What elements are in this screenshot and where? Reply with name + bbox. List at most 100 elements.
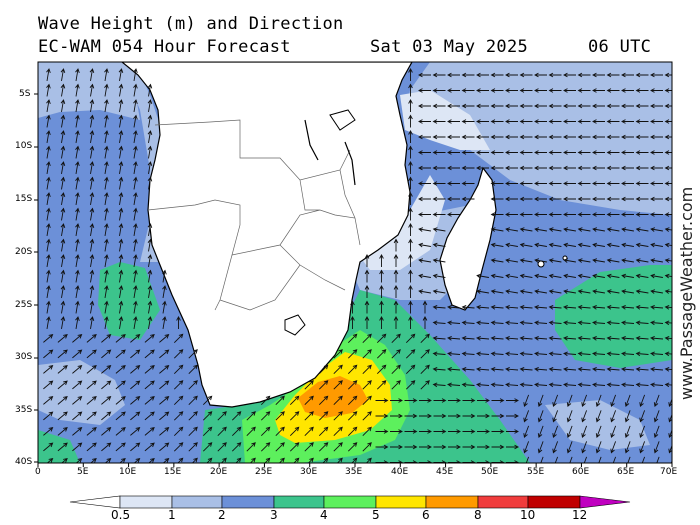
wave-arrow bbox=[115, 411, 126, 421]
wave-arrow bbox=[104, 176, 109, 190]
wave-arrow bbox=[159, 395, 170, 405]
wave-arrow bbox=[118, 99, 124, 112]
wave-arrow bbox=[432, 335, 446, 341]
lon-label-40e: 40E bbox=[391, 467, 409, 477]
wave-arrow bbox=[133, 254, 138, 267]
wave-arrow bbox=[364, 285, 370, 298]
wave-arrow bbox=[606, 88, 620, 93]
wave-arrow bbox=[104, 300, 109, 314]
wave-arrow bbox=[462, 429, 476, 434]
wave-arrow bbox=[447, 72, 460, 78]
wave-arrow bbox=[447, 196, 460, 202]
wave-arrow bbox=[477, 398, 490, 403]
wave-arrow bbox=[162, 316, 167, 329]
wave-arrow bbox=[418, 273, 431, 279]
wave-arrow bbox=[448, 444, 461, 450]
lesotho-border bbox=[284, 314, 306, 336]
wave-arrow bbox=[577, 150, 591, 155]
wave-arrow bbox=[635, 320, 649, 326]
wave-arrow bbox=[60, 145, 66, 159]
wave-arrow bbox=[490, 320, 504, 326]
lat-label-15s: 15S bbox=[15, 194, 33, 204]
wave-arrow bbox=[333, 380, 343, 390]
wave-arrow bbox=[563, 320, 577, 326]
wave-arrow bbox=[563, 119, 576, 124]
lon-label-45e: 45E bbox=[436, 467, 454, 477]
wave-arrow bbox=[621, 258, 634, 263]
wave-arrow bbox=[162, 269, 167, 283]
wave-arrow bbox=[534, 258, 547, 263]
wave-arrow bbox=[147, 176, 153, 190]
wave-arrow bbox=[118, 145, 124, 159]
wave-arrow bbox=[130, 395, 141, 405]
wave-arrow bbox=[447, 366, 461, 372]
wave-arrow bbox=[408, 300, 413, 314]
wave-arrow bbox=[491, 429, 505, 434]
wave-arrow bbox=[104, 114, 109, 128]
colorbar-low-arrow bbox=[69, 495, 121, 509]
wave-arrow bbox=[408, 285, 413, 298]
wave-arrow bbox=[606, 289, 620, 294]
wave-arrow bbox=[333, 426, 343, 437]
wave-arrow bbox=[534, 289, 547, 294]
wave-arrow bbox=[490, 242, 504, 248]
wave-arrow bbox=[86, 380, 97, 390]
wave-arrow bbox=[635, 258, 649, 263]
wave-arrow bbox=[534, 181, 547, 186]
wave-arrow bbox=[46, 176, 51, 190]
wave-arrow bbox=[375, 413, 389, 419]
wave-arrow bbox=[159, 411, 170, 421]
wave-arrow bbox=[75, 99, 80, 112]
wave-arrow bbox=[635, 196, 649, 202]
wave-arrow bbox=[592, 242, 605, 248]
wave-arrow bbox=[362, 426, 372, 437]
wave-arrow bbox=[159, 442, 170, 452]
wave-arrow bbox=[147, 145, 153, 159]
wave-arrow bbox=[621, 382, 635, 388]
wave-arrow bbox=[606, 134, 620, 140]
wave-arrow bbox=[548, 134, 562, 140]
wave-arrow bbox=[606, 119, 620, 124]
wave-arrow bbox=[592, 88, 605, 93]
wave-arrow bbox=[408, 238, 413, 252]
wave-arrow bbox=[133, 238, 138, 252]
wave-arrow bbox=[60, 83, 66, 97]
wave-arrow bbox=[231, 426, 242, 437]
wave-arrow bbox=[118, 192, 124, 205]
wave-arrow bbox=[86, 426, 97, 436]
wave-arrow bbox=[476, 335, 490, 341]
lake-malawi bbox=[344, 141, 356, 186]
wave-arrow bbox=[592, 196, 605, 202]
wave-arrow bbox=[144, 411, 155, 421]
wave-arrow bbox=[72, 395, 83, 405]
wave-arrow bbox=[505, 150, 518, 155]
wave-arrow bbox=[563, 134, 576, 140]
wave-arrow bbox=[432, 227, 446, 232]
wave-arrow bbox=[46, 269, 51, 283]
wave-arrow bbox=[419, 398, 432, 403]
wave-arrow bbox=[537, 410, 544, 423]
wave-arrow bbox=[635, 227, 649, 232]
wave-arrow bbox=[408, 130, 413, 143]
wave-arrow bbox=[188, 364, 198, 375]
wave-arrow bbox=[89, 114, 95, 128]
wave-arrow bbox=[447, 181, 460, 186]
wave-arrow bbox=[133, 223, 138, 236]
wave-arrow bbox=[144, 349, 155, 359]
wave-arrow bbox=[523, 394, 530, 407]
wave-arrow bbox=[490, 119, 504, 124]
wave-arrow bbox=[519, 72, 533, 78]
sea-field-1-2m bbox=[38, 62, 140, 120]
wave-arrow bbox=[534, 320, 548, 326]
wave-arrow bbox=[104, 254, 109, 267]
wave-arrow bbox=[621, 335, 635, 341]
wave-arrow bbox=[405, 364, 416, 375]
wave-arrow bbox=[72, 333, 83, 343]
wave-arrow bbox=[188, 395, 198, 406]
wave-arrow bbox=[133, 68, 138, 81]
wave-arrow bbox=[490, 227, 504, 232]
wave-arrow bbox=[376, 349, 387, 359]
wave-arrow bbox=[275, 442, 285, 452]
wave-arrow bbox=[448, 429, 461, 434]
wave-arrow bbox=[577, 258, 591, 263]
